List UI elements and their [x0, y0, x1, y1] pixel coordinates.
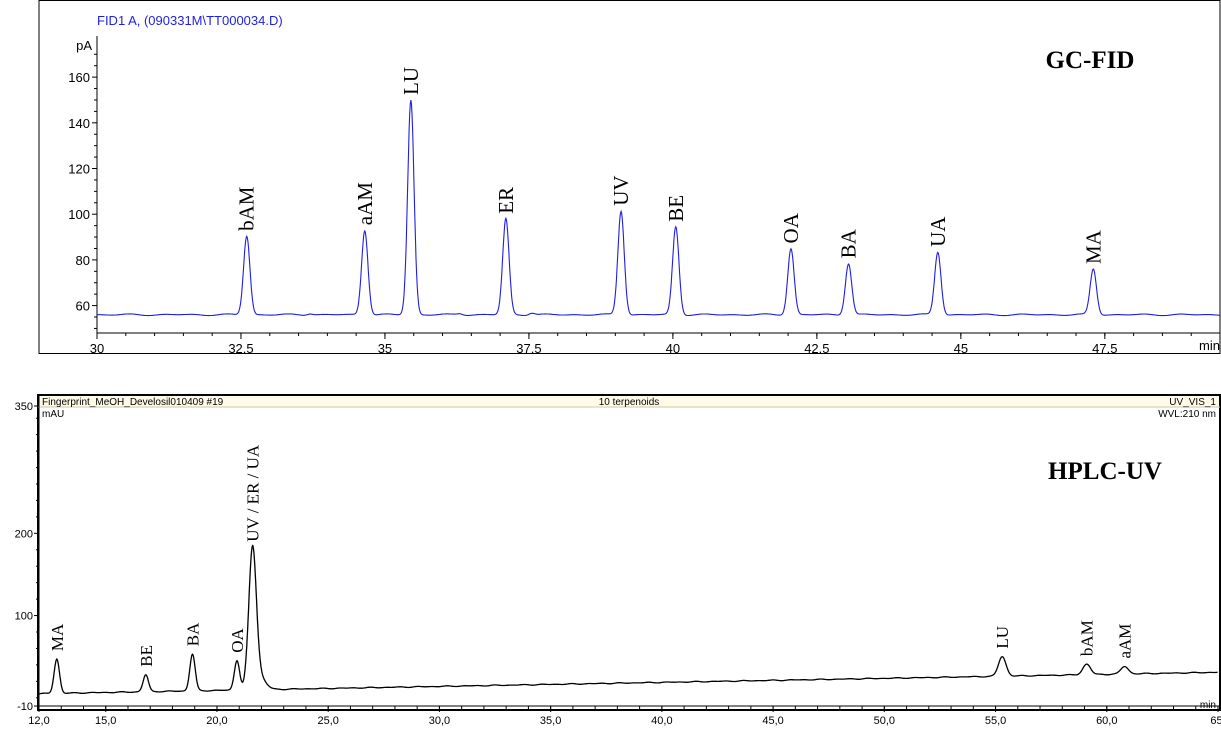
hplc-uv-peak-label: MA: [48, 623, 67, 651]
gc-fid-x-tick-label: 35: [378, 341, 392, 356]
hplc-uv-badge: HPLC-UV: [1048, 458, 1162, 485]
gc-fid-x-tick-label: 37.5: [516, 341, 541, 356]
hplc-uv-peak-label: BA: [183, 622, 202, 646]
hplc-uv-peak-label: bAM: [1078, 620, 1097, 656]
hplc-uv-y-tick-label: 200: [15, 528, 33, 540]
gc-fid-peak-label: UA: [926, 216, 950, 247]
hplc-uv-header-right: UV_VIS_1: [1169, 397, 1216, 408]
gc-fid-peak-label: BE: [664, 195, 688, 222]
gc-fid-y-tick-label: 160: [68, 70, 90, 85]
hplc-uv-x-tick-label: 20,0: [206, 715, 227, 727]
gc-fid-x-tick-label: 32.5: [228, 341, 253, 356]
hplc-uv-y-tick-label: 100: [15, 611, 33, 623]
gc-fid-y-unit: pA: [76, 38, 92, 53]
hplc-uv-plot-area: MA BE BA OA UV / ER / UA LU bAM aAM: [39, 444, 1218, 695]
hplc-uv-x-tick-label: 35,0: [540, 715, 561, 727]
gc-fid-peak-label: bAM: [235, 186, 259, 231]
hplc-uv-panel: Fingerprint_MeOH_Develosil010409 #19 10 …: [15, 394, 1221, 727]
hplc-uv-trace: [39, 544, 1218, 695]
gc-fid-frame: [38, 0, 1221, 354]
gc-fid-x-tick-label: 30: [90, 341, 104, 356]
gc-fid-peak-label: OA: [779, 212, 803, 243]
hplc-uv-frame: [37, 394, 1221, 711]
gc-fid-axes: 60 80 100 120 140 160 30 32.5 35 37.5 40 42.5 45 47.5: [68, 36, 1220, 356]
gc-fid-peak-label: ER: [494, 187, 518, 214]
hplc-uv-x-tick-label: 45,0: [762, 715, 783, 727]
hplc-uv-peak-label: aAM: [1116, 624, 1135, 659]
hplc-uv-x-tick-label: 50,0: [874, 715, 895, 727]
gc-fid-y-tick-label: 100: [68, 207, 90, 222]
hplc-uv-header-center: 10 terpenoids: [599, 397, 660, 408]
gc-fid-x-unit: min: [1199, 338, 1220, 353]
hplc-uv-x-tick-label: 40,0: [651, 715, 672, 727]
hplc-uv-x-tick-label: 65,: [1210, 715, 1221, 727]
gc-fid-badge: GC-FID: [1046, 47, 1135, 74]
hplc-uv-peak-label: LU: [993, 626, 1012, 649]
hplc-uv-peak-label: OA: [228, 628, 247, 653]
hplc-uv-x-tick-label: 30,0: [429, 715, 450, 727]
gc-fid-y-tick-label: 120: [68, 162, 90, 177]
gc-fid-peak-label: LU: [399, 67, 423, 95]
gc-fid-y-tick-label: 60: [76, 299, 90, 314]
gc-fid-x-tick-label: 45: [954, 341, 968, 356]
gc-fid-peak-label: aAM: [353, 182, 377, 225]
gc-fid-peak-label: UV: [609, 175, 633, 205]
hplc-uv-axes: -10 100 200 350 12,0 15,0 20,0 25,0 30,0 35,0 40,0…: [15, 395, 1221, 727]
gc-fid-x-tick-label: 40: [666, 341, 680, 356]
gc-fid-trace: [96, 100, 1220, 317]
hplc-uv-peak-label: UV / ER / UA: [244, 444, 263, 542]
gc-fid-plot-area: bAM aAM LU ER UV BE OA BA UA MA: [96, 67, 1220, 317]
gc-fid-y-tick-label: 140: [68, 116, 90, 131]
hplc-uv-header-left: Fingerprint_MeOH_Develosil010409 #19: [42, 397, 224, 408]
hplc-uv-x-tick-label: 55,0: [985, 715, 1006, 727]
hplc-uv-wavelength: WVL:210 nm: [1158, 409, 1216, 420]
hplc-uv-y-tick-label: -10: [17, 701, 33, 713]
hplc-uv-x-tick-label: 12,0: [28, 715, 49, 727]
gc-fid-panel: FID1 A, (090331M\TT000034.D) pA GC-FID m…: [38, 0, 1221, 356]
gc-fid-peak-label: MA: [1081, 229, 1105, 264]
hplc-uv-peak-label: BE: [137, 645, 156, 667]
hplc-uv-y-tick-label: 350: [15, 401, 33, 413]
gc-fid-peak-label: BA: [837, 228, 861, 258]
hplc-uv-header-band: [38, 395, 1220, 407]
hplc-uv-x-tick-label: 15,0: [95, 715, 116, 727]
gc-fid-y-tick-label: 80: [76, 253, 90, 268]
hplc-uv-y-unit: mAU: [42, 409, 64, 420]
gc-fid-x-tick-label: 42.5: [804, 341, 829, 356]
gc-fid-x-tick-label: 47.5: [1092, 341, 1117, 356]
hplc-uv-x-tick-label: 60,0: [1096, 715, 1117, 727]
gc-fid-header: FID1 A, (090331M\TT000034.D): [97, 13, 283, 28]
hplc-uv-x-tick-label: 25,0: [317, 715, 338, 727]
